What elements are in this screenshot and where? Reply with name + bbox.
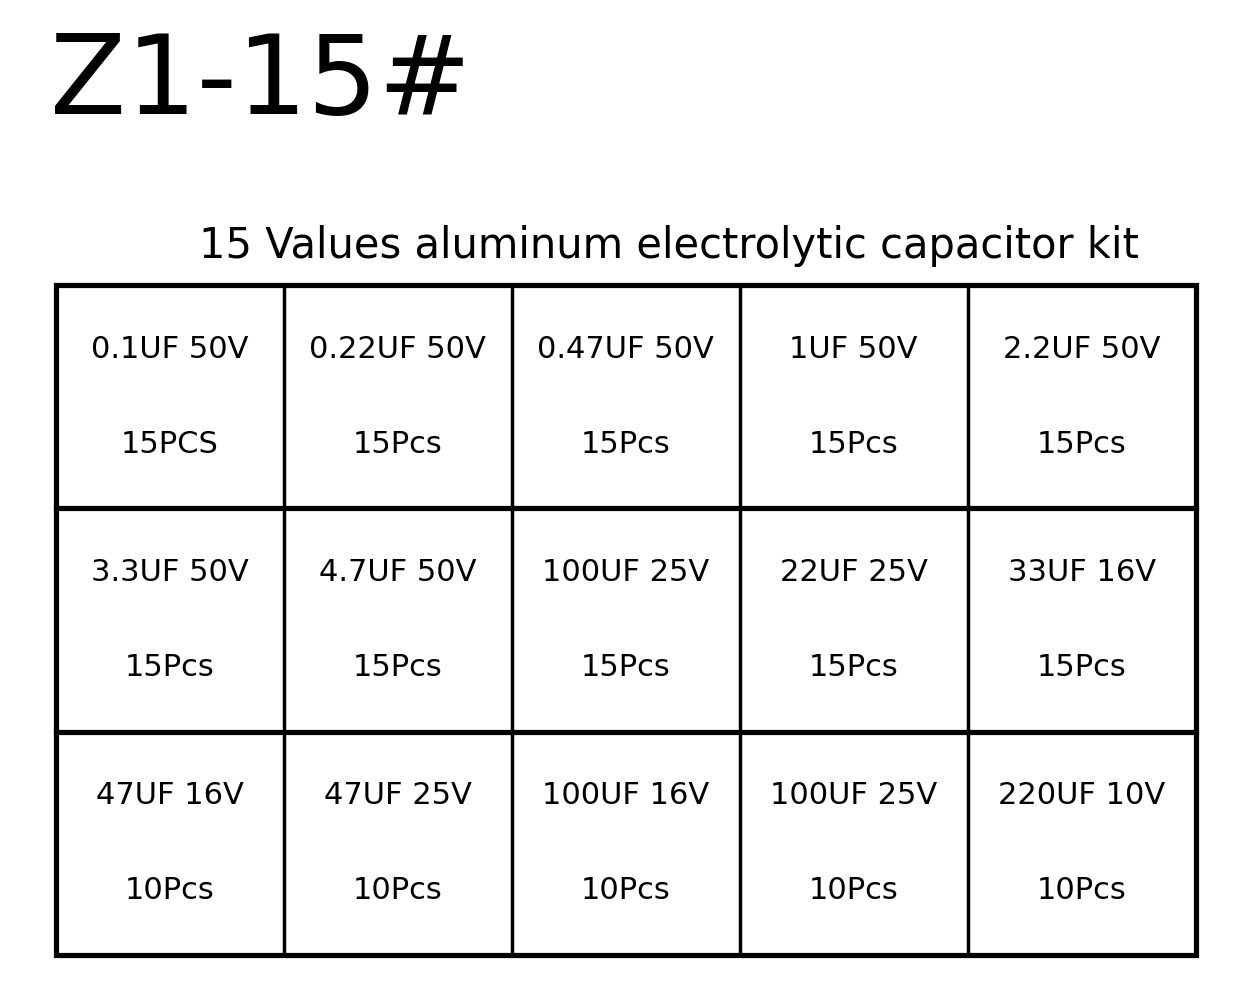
Text: 3.3UF 50V

15Pcs: 3.3UF 50V 15Pcs — [90, 558, 249, 682]
Text: 33UF 16V

15Pcs: 33UF 16V 15Pcs — [1007, 558, 1156, 682]
Text: Z1-15#: Z1-15# — [50, 30, 471, 137]
Text: 0.1UF 50V

15PCS: 0.1UF 50V 15PCS — [90, 335, 249, 459]
Text: 100UF 25V

10Pcs: 100UF 25V 10Pcs — [771, 781, 937, 905]
Text: 0.22UF 50V

15Pcs: 0.22UF 50V 15Pcs — [310, 335, 486, 459]
Text: 100UF 16V

10Pcs: 100UF 16V 10Pcs — [543, 781, 709, 905]
Text: 15 Values aluminum electrolytic capacitor kit: 15 Values aluminum electrolytic capacito… — [199, 225, 1139, 267]
Text: 22UF 25V

15Pcs: 22UF 25V 15Pcs — [779, 558, 928, 682]
Text: 2.2UF 50V

15Pcs: 2.2UF 50V 15Pcs — [1002, 335, 1161, 459]
Text: 220UF 10V

10Pcs: 220UF 10V 10Pcs — [999, 781, 1165, 905]
Text: 4.7UF 50V

15Pcs: 4.7UF 50V 15Pcs — [318, 558, 477, 682]
Text: 47UF 16V

10Pcs: 47UF 16V 10Pcs — [95, 781, 244, 905]
Text: 47UF 25V

10Pcs: 47UF 25V 10Pcs — [323, 781, 472, 905]
Text: 1UF 50V

15Pcs: 1UF 50V 15Pcs — [789, 335, 918, 459]
Text: 0.47UF 50V

15Pcs: 0.47UF 50V 15Pcs — [538, 335, 714, 459]
Text: 100UF 25V

15Pcs: 100UF 25V 15Pcs — [543, 558, 709, 682]
